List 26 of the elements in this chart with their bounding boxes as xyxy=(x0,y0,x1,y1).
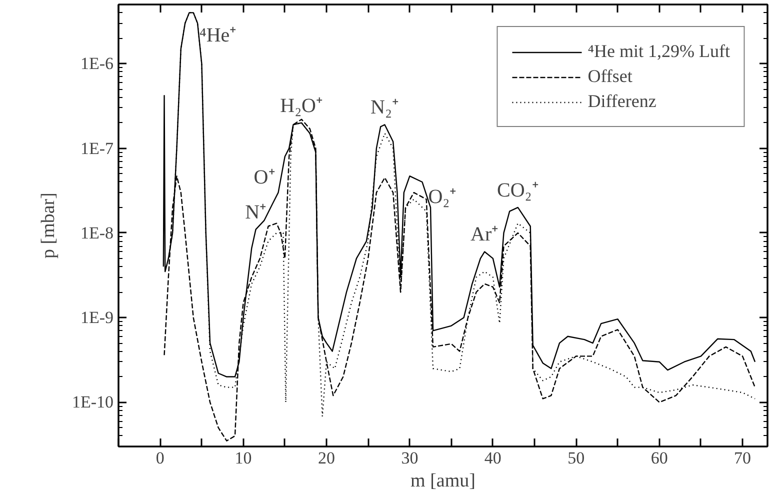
y-tick-label: 1E-7 xyxy=(80,138,114,158)
x-tick-label: 60 xyxy=(650,448,668,468)
x-tick-label: 70 xyxy=(734,448,752,468)
annotation: ⁴He⁺ xyxy=(199,24,237,47)
x-axis-title: m [amu] xyxy=(410,470,476,492)
x-tick-label: 50 xyxy=(568,448,585,468)
annotation: N⁺ xyxy=(245,201,267,224)
annotation: CO₂⁺ xyxy=(497,179,539,202)
annotation: Ar⁺ xyxy=(470,224,499,246)
y-tick-label: 1E-10 xyxy=(72,392,114,412)
legend-label: Offset xyxy=(588,66,632,87)
annotation: O₂⁺ xyxy=(428,186,457,208)
y-tick-label: 1E-8 xyxy=(80,223,114,242)
x-tick-label: 10 xyxy=(234,448,252,468)
y-tick-label: 1E-9 xyxy=(80,308,114,328)
annotation: H₂O⁺ xyxy=(280,94,323,117)
x-tick-label: 30 xyxy=(401,448,418,468)
x-tick-label: 40 xyxy=(484,448,502,468)
annotation: O⁺ xyxy=(254,166,276,189)
x-tick-label: 0 xyxy=(156,448,164,468)
y-axis-title: p [mbar] xyxy=(38,192,59,258)
y-tick-label: 1E-6 xyxy=(80,54,114,74)
x-tick-label: 20 xyxy=(318,448,336,468)
annotation: N₂⁺ xyxy=(370,96,399,119)
legend-label: Differenz xyxy=(588,91,656,112)
legend-label: ⁴He mit 1,29% Luft xyxy=(588,41,730,62)
